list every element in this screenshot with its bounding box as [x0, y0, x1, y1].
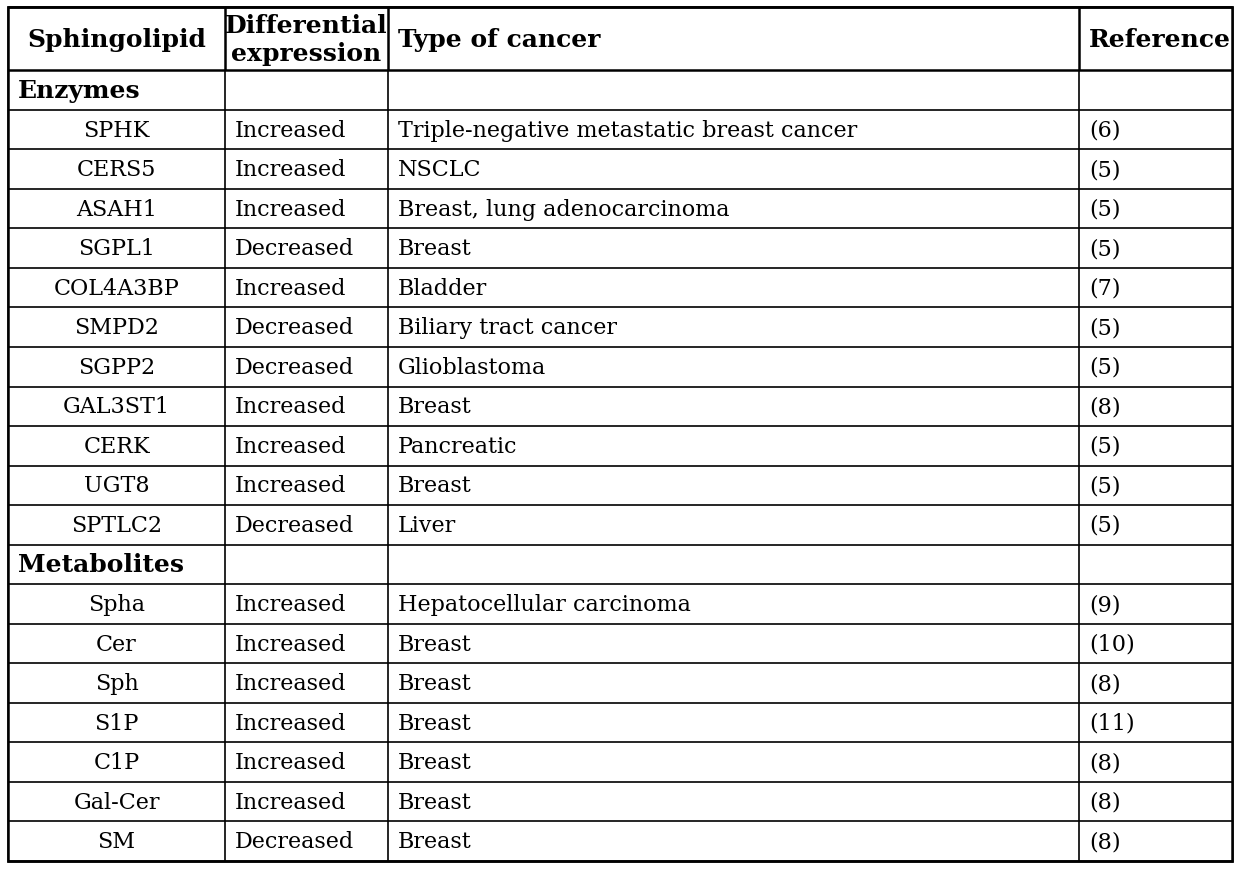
Text: Breast: Breast: [398, 752, 471, 773]
Text: Breast: Breast: [398, 673, 471, 694]
Text: Breast: Breast: [398, 830, 471, 852]
Text: SGPP2: SGPP2: [78, 356, 155, 378]
Text: CERK: CERK: [83, 435, 150, 457]
Text: Sph: Sph: [94, 673, 139, 694]
Text: Increased: Increased: [236, 594, 347, 615]
Text: (8): (8): [1089, 673, 1121, 694]
Text: Increased: Increased: [236, 396, 347, 418]
Text: Spha: Spha: [88, 594, 145, 615]
Bar: [7, 466, 1233, 506]
Bar: [7, 664, 1233, 703]
Text: S1P: S1P: [94, 712, 139, 733]
Bar: [7, 150, 1233, 189]
Bar: [7, 189, 1233, 229]
Text: Increased: Increased: [236, 633, 347, 655]
Text: Hepatocellular carcinoma: Hepatocellular carcinoma: [398, 594, 691, 615]
Text: (6): (6): [1089, 119, 1121, 142]
Text: Increased: Increased: [236, 712, 347, 733]
Text: Decreased: Decreased: [236, 317, 355, 339]
Text: (5): (5): [1089, 514, 1121, 536]
Text: UGT8: UGT8: [84, 474, 149, 497]
Text: (8): (8): [1089, 830, 1121, 852]
Text: Biliary tract cancer: Biliary tract cancer: [398, 317, 618, 339]
Text: Increased: Increased: [236, 791, 347, 813]
Text: SPHK: SPHK: [83, 119, 150, 142]
Bar: [7, 703, 1233, 742]
Text: CERS5: CERS5: [77, 159, 156, 181]
Bar: [7, 110, 1233, 150]
Text: Increased: Increased: [236, 119, 347, 142]
Text: GAL3ST1: GAL3ST1: [63, 396, 170, 418]
Text: ASAH1: ASAH1: [76, 198, 157, 221]
Bar: [7, 387, 1233, 427]
Text: Type of cancer: Type of cancer: [398, 28, 600, 51]
Bar: [7, 506, 1233, 545]
Bar: [7, 308, 1233, 348]
Bar: [7, 585, 1233, 624]
Text: Decreased: Decreased: [236, 514, 355, 536]
Text: SM: SM: [98, 830, 135, 852]
Bar: [7, 742, 1233, 782]
Text: Decreased: Decreased: [236, 238, 355, 260]
Text: Increased: Increased: [236, 277, 347, 299]
Text: Breast: Breast: [398, 238, 471, 260]
Text: Metabolites: Metabolites: [19, 553, 184, 577]
Text: (7): (7): [1089, 277, 1121, 299]
Text: C1P: C1P: [93, 752, 140, 773]
Text: COL4A3BP: COL4A3BP: [53, 277, 180, 299]
Text: Breast: Breast: [398, 791, 471, 813]
Text: (5): (5): [1089, 435, 1121, 457]
Bar: [7, 269, 1233, 308]
Text: Triple-negative metastatic breast cancer: Triple-negative metastatic breast cancer: [398, 119, 857, 142]
Bar: [7, 782, 1233, 821]
Text: SMPD2: SMPD2: [74, 317, 159, 339]
Text: Decreased: Decreased: [236, 830, 355, 852]
Text: (5): (5): [1089, 198, 1121, 221]
Text: Increased: Increased: [236, 673, 347, 694]
Text: Decreased: Decreased: [236, 356, 355, 378]
Text: Glioblastoma: Glioblastoma: [398, 356, 547, 378]
Bar: [7, 229, 1233, 269]
Text: Breast: Breast: [398, 633, 471, 655]
Text: Differential
expression: Differential expression: [226, 14, 388, 65]
Bar: [7, 71, 1233, 110]
Text: NSCLC: NSCLC: [398, 159, 481, 181]
Text: Pancreatic: Pancreatic: [398, 435, 517, 457]
Text: (11): (11): [1089, 712, 1135, 733]
Text: (5): (5): [1089, 238, 1121, 260]
Text: (10): (10): [1089, 633, 1135, 655]
Bar: [7, 545, 1233, 585]
Text: SGPL1: SGPL1: [78, 238, 155, 260]
Text: Sphingolipid: Sphingolipid: [27, 28, 206, 51]
Text: Increased: Increased: [236, 198, 347, 221]
Text: (9): (9): [1089, 594, 1121, 615]
Bar: [7, 8, 1233, 71]
Text: Liver: Liver: [398, 514, 456, 536]
Text: Breast: Breast: [398, 712, 471, 733]
Bar: [7, 821, 1233, 861]
Text: (5): (5): [1089, 317, 1121, 339]
Text: Gal-Cer: Gal-Cer: [73, 791, 160, 813]
Bar: [7, 624, 1233, 664]
Text: SPTLC2: SPTLC2: [71, 514, 162, 536]
Text: (8): (8): [1089, 396, 1121, 418]
Text: Reference: Reference: [1089, 28, 1231, 51]
Text: (5): (5): [1089, 474, 1121, 497]
Text: Increased: Increased: [236, 474, 347, 497]
Text: Increased: Increased: [236, 159, 347, 181]
Text: (5): (5): [1089, 159, 1121, 181]
Text: Breast: Breast: [398, 474, 471, 497]
Bar: [7, 348, 1233, 387]
Text: (5): (5): [1089, 356, 1121, 378]
Text: Breast, lung adenocarcinoma: Breast, lung adenocarcinoma: [398, 198, 729, 221]
Text: Bladder: Bladder: [398, 277, 487, 299]
Text: Enzymes: Enzymes: [19, 79, 140, 103]
Bar: [7, 427, 1233, 466]
Text: Cer: Cer: [97, 633, 136, 655]
Text: Increased: Increased: [236, 752, 347, 773]
Text: (8): (8): [1089, 791, 1121, 813]
Text: Breast: Breast: [398, 396, 471, 418]
Text: (8): (8): [1089, 752, 1121, 773]
Text: Increased: Increased: [236, 435, 347, 457]
